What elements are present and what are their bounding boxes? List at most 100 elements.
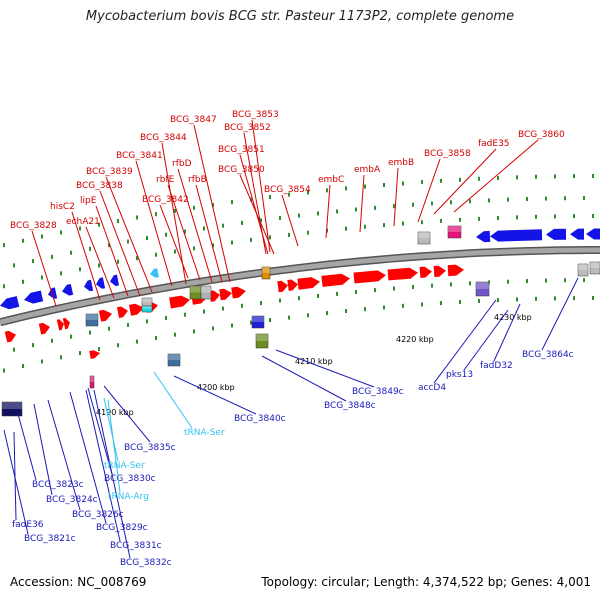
forward-gene-label-19: embA: [354, 165, 381, 175]
forward-gene-leader: [325, 184, 331, 239]
feature-box-shine: [590, 262, 600, 268]
forward-gene-arrow: [219, 288, 232, 301]
forward-gene-label-7: BCG_3844: [140, 133, 187, 143]
tick-mark: [193, 246, 195, 251]
feature-box: [417, 231, 431, 245]
forward-gene-label-14: BCG_3852: [224, 123, 271, 133]
tick-mark: [573, 174, 575, 179]
trna-gene-label-2: tRNA-Arg: [108, 492, 149, 502]
tick-mark: [364, 184, 366, 189]
reverse-gene-leader: [17, 413, 37, 481]
tick-mark: [241, 303, 243, 308]
tick-mark: [326, 188, 328, 193]
tick-mark: [127, 322, 129, 327]
tick-mark: [535, 174, 537, 179]
reverse-gene-label-3: BCG_3824c: [46, 495, 98, 505]
forward-gene-label-3: lipE: [80, 196, 97, 206]
tick-mark: [60, 355, 62, 360]
forward-gene-label-15: BCG_3851: [218, 145, 265, 155]
forward-gene-arrow: [89, 350, 100, 359]
forward-gene-leader: [161, 142, 187, 285]
feature-box-shine: [256, 334, 268, 341]
tick-mark: [279, 298, 281, 303]
reverse-gene-label-1: BCG_3821c: [24, 534, 76, 544]
reverse-gene-label-6: BCG_3831c: [110, 541, 162, 551]
tick-mark: [79, 226, 81, 231]
reverse-gene-arrow: [110, 274, 119, 287]
tick-mark: [459, 177, 461, 182]
reverse-gene-arrow: [84, 279, 94, 292]
forward-gene-leader: [195, 184, 223, 283]
forward-gene-leader: [239, 174, 275, 255]
tick-mark: [507, 279, 509, 284]
tick-mark: [535, 296, 537, 301]
feature-box: [85, 313, 99, 327]
forward-gene-arrow: [231, 286, 246, 299]
forward-gene-leader: [95, 205, 129, 297]
forward-gene-arrow: [433, 265, 446, 277]
forward-gene-leader: [281, 194, 299, 247]
tick-mark: [3, 284, 5, 289]
reverse-gene-arrow: [24, 290, 44, 304]
reverse-gene-leader: [493, 303, 521, 362]
tick-mark: [136, 215, 138, 220]
reverse-gene-label-16: BCG_3864c: [522, 350, 574, 360]
reverse-gene-label-11: BCG_3848c: [324, 401, 376, 411]
tick-mark: [526, 279, 528, 284]
forward-gene-arrow: [353, 270, 386, 284]
tick-mark: [155, 336, 157, 341]
tick-mark: [165, 315, 167, 320]
reverse-gene-arrow: [546, 228, 567, 240]
feature-box-shine: [90, 376, 94, 382]
tick-mark: [526, 197, 528, 202]
tick-mark: [60, 271, 62, 276]
tick-mark: [89, 330, 91, 335]
forward-gene-arrow: [98, 309, 112, 322]
forward-gene-arrow: [209, 290, 220, 302]
forward-gene-label-1: hisC2: [50, 202, 75, 212]
reverse-gene-arrow: [490, 229, 543, 242]
forward-gene-label-16: BCG_3850: [218, 165, 265, 175]
tick-mark: [431, 283, 433, 288]
tick-mark: [117, 343, 119, 348]
trna-gene-leader: [103, 397, 119, 462]
scale-label-0: 4190 kbp: [96, 408, 134, 417]
tick-mark: [516, 175, 518, 180]
tick-mark: [174, 208, 176, 213]
tick-mark: [336, 291, 338, 296]
tick-mark: [51, 254, 53, 259]
tick-mark: [478, 216, 480, 221]
forward-gene-arrow: [321, 273, 350, 287]
forward-gene-leader: [417, 158, 441, 223]
tick-mark: [393, 204, 395, 209]
reverse-gene-leader: [541, 277, 579, 351]
tick-mark: [554, 296, 556, 301]
tick-mark: [136, 339, 138, 344]
forward-gene-label-13: BCG_3853: [232, 110, 279, 120]
tick-mark: [250, 237, 252, 242]
feature-box-shine: [448, 226, 461, 232]
tick-mark: [98, 222, 100, 227]
forward-gene-arrow: [447, 264, 464, 277]
tick-mark: [146, 236, 148, 241]
tick-mark: [345, 186, 347, 191]
forward-gene-leader: [239, 154, 269, 255]
tick-mark: [355, 207, 357, 212]
feature-box: [251, 315, 265, 329]
feature-box-shine: [201, 286, 211, 293]
feature-box-shine: [190, 286, 201, 293]
forward-gene-label-6: BCG_3841: [116, 151, 163, 161]
tick-mark: [165, 232, 167, 237]
reverse-gene-label-7: BCG_3832c: [120, 558, 172, 568]
forward-gene-arrow: [129, 303, 144, 316]
trna-gene-label-0: tRNA-Ser: [184, 428, 225, 438]
tick-mark: [459, 299, 461, 304]
forward-gene-arrow: [419, 266, 432, 278]
tick-mark: [89, 246, 91, 251]
tick-mark: [13, 347, 15, 352]
reverse-gene-label-13: accD4: [418, 383, 446, 393]
tick-mark: [383, 223, 385, 228]
forward-gene-label-18: embC: [318, 175, 344, 185]
tick-mark: [174, 332, 176, 337]
forward-gene-arrow: [38, 322, 50, 335]
